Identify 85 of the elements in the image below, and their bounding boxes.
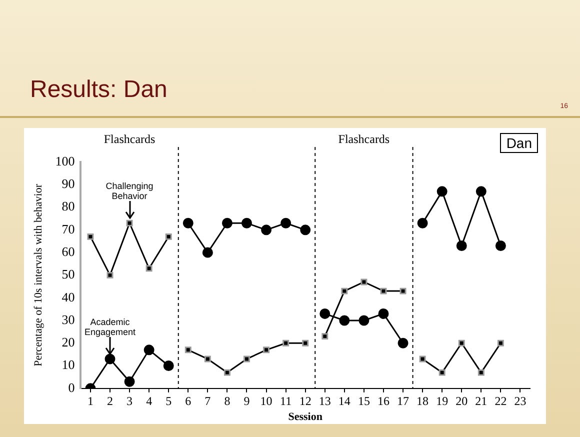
point [478,369,484,376]
y-axis-title: Percentage of 10s intervals with behavior [32,184,44,366]
point [497,340,504,346]
point [400,288,406,294]
x-tick-label: 2 [107,394,113,408]
point [438,369,446,376]
y-tick-label: 0 [68,380,75,395]
y-tick-label: 30 [62,312,75,327]
x-tick-label: 13 [318,394,331,408]
x-axis-title: Session [288,411,322,424]
x-tick-label: 16 [377,394,390,408]
point [126,220,133,226]
x-tick-label: 11 [280,394,292,408]
point [282,340,290,346]
point [476,186,486,197]
x-tick-label: 20 [456,394,468,408]
point [184,346,192,354]
x-tick-label: 5 [166,394,172,408]
point [224,369,230,376]
point [144,344,154,356]
point [358,315,370,326]
point [244,356,250,362]
point [339,315,350,326]
y-tick-label: 10 [62,357,75,372]
point [280,218,292,228]
y-tick-label: 60 [62,244,75,259]
y-tick-label: 20 [62,334,75,350]
point [398,338,408,348]
x-tick-label: 17 [397,394,410,408]
point [104,354,116,364]
x-tick-label: 15 [358,394,370,408]
annotation: Academic Engagement [83,316,137,337]
point [378,308,389,319]
text: Flashcards [337,132,391,147]
y-tick-label: 100 [55,153,75,168]
chart-title: Results: Dan [30,76,168,104]
x-tick-label: 21 [475,394,488,408]
point [261,224,272,236]
point [322,333,328,340]
x-tick-label: 9 [244,394,250,408]
x-tick-label: 22 [494,394,507,408]
x-tick-label: 14 [338,394,350,408]
point [204,356,211,362]
point [419,356,426,362]
point [263,346,270,354]
x-tick-label: 1 [87,394,94,408]
point [380,288,387,294]
point [163,360,174,372]
point [146,265,152,272]
x-tick-label: 8 [224,394,230,408]
x-tick-label: 18 [416,394,429,408]
y-tick-label: 80 [62,198,75,214]
y-tick-label: 70 [62,221,75,236]
point [302,340,309,346]
x-tick-label: 12 [299,394,312,408]
x-tick-label: 23 [514,394,526,408]
x-tick-label: 4 [146,394,152,408]
x-tick-label: 10 [260,394,272,408]
point [106,272,114,278]
point [87,233,94,240]
x-tick-label: 19 [436,394,448,408]
point [202,247,213,258]
point [341,288,348,294]
point [456,240,467,252]
point [222,218,232,228]
point [458,340,465,346]
x-tick-label: 3 [126,394,133,408]
point [360,278,368,286]
text: Dan [500,133,538,153]
point [165,233,172,240]
point [417,218,428,228]
point [182,218,194,228]
point [241,218,252,228]
point [495,240,506,252]
y-tick-label: 90 [62,176,75,192]
y-tick-label: 40 [62,289,75,304]
x-tick-label: 7 [204,394,211,408]
point [300,224,311,236]
point [320,308,330,319]
annotation: Challenging Behavior [104,181,154,202]
x-tick-label: 6 [185,394,192,408]
point [124,376,135,387]
text: Flashcards [102,132,156,147]
y-tick-label: 50 [62,266,75,282]
point [436,186,448,197]
